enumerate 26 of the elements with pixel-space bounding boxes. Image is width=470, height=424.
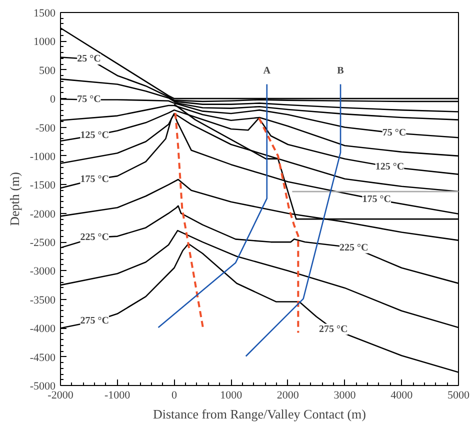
y-tick-label: -5000 [30, 380, 56, 392]
x-tick-label: 3000 [334, 390, 356, 402]
x-tick-label: 2000 [276, 390, 300, 402]
annotation: A [263, 66, 272, 77]
x-tick-label: 5000 [448, 390, 470, 402]
x-tick-label: 0 [171, 390, 178, 402]
x-tick-label: -1000 [104, 390, 131, 402]
y-axis-title: Depth (m) [6, 172, 22, 226]
y-tick-label: -3000 [30, 266, 56, 278]
y-tick-label: -2000 [30, 208, 56, 220]
y-tick-label: 500 [39, 64, 56, 77]
y-tick-label: -2500 [30, 237, 56, 250]
y-tick-label: -1500 [30, 180, 56, 192]
x-tick-label: 1000 [220, 390, 243, 402]
y-tick-label: -3500 [30, 294, 56, 306]
y-tick-label: -500 [35, 122, 56, 134]
y-tick-label: 1000 [34, 36, 56, 48]
x-axis-title: Distance from Range/Valley Contact (m) [153, 406, 366, 422]
annotation: B [337, 66, 344, 77]
y-tick-label: -1000 [30, 150, 56, 163]
x-tick-label: -2000 [48, 390, 74, 402]
y-tick-label: -4000 [30, 323, 56, 336]
y-tick-label: 0 [50, 94, 56, 106]
y-tick-label: -4500 [30, 352, 56, 364]
x-tick-label: 4000 [390, 390, 414, 402]
y-tick-label: 1500 [34, 8, 56, 20]
